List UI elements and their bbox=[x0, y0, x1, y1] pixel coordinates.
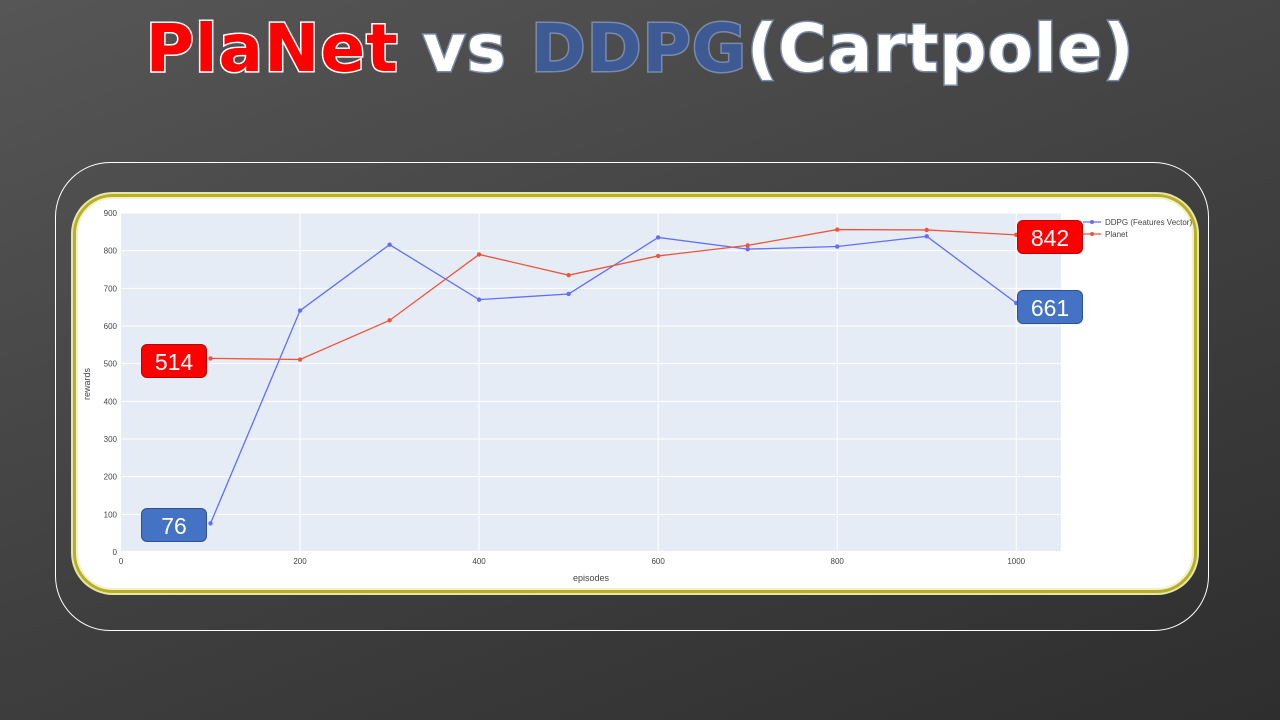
legend-marker-0 bbox=[1090, 220, 1094, 224]
y-tick-labels: 0 100 200 300 400 500 600 700 800 900 bbox=[104, 209, 118, 557]
x-tick-labels: 0 200 400 600 800 1000 bbox=[119, 557, 1026, 566]
slide-title: PlaNet vs DDPG(Cartpole) bbox=[0, 9, 1280, 89]
data-point bbox=[924, 234, 929, 239]
series-line-1 bbox=[210, 228, 1017, 361]
legend: DDPG (Features Vector) Planet bbox=[1083, 218, 1192, 239]
x-tick-label: 200 bbox=[293, 557, 307, 566]
series-layer bbox=[208, 227, 1019, 526]
data-point bbox=[208, 521, 213, 526]
y-tick-label: 600 bbox=[104, 322, 118, 331]
y-tick-label: 900 bbox=[104, 209, 118, 218]
outer-frame bbox=[55, 162, 1209, 631]
legend-label-1: Planet bbox=[1105, 230, 1128, 239]
data-point bbox=[834, 227, 840, 232]
data-point bbox=[566, 291, 571, 297]
x-tick-label: 1000 bbox=[1007, 557, 1025, 566]
callout-ddpg-end: 661 bbox=[1017, 290, 1083, 324]
x-axis-label: episodes bbox=[573, 573, 610, 583]
x-tick-label: 800 bbox=[831, 557, 845, 566]
data-point bbox=[476, 252, 482, 257]
data-point bbox=[745, 246, 750, 252]
y-tick-label: 100 bbox=[104, 510, 118, 519]
x-tick-label: 400 bbox=[472, 557, 486, 566]
title-ddpg: DDPG bbox=[529, 9, 748, 89]
callout-ddpg-start: 76 bbox=[141, 508, 207, 542]
gridlines bbox=[121, 212, 1061, 553]
plot-area bbox=[121, 213, 1061, 552]
callout-planet-start: 514 bbox=[141, 344, 207, 378]
data-point bbox=[297, 308, 303, 313]
data-point bbox=[387, 318, 392, 323]
title-vs: vs bbox=[398, 9, 531, 89]
legend-label-0: DDPG (Features Vector) bbox=[1105, 218, 1192, 227]
title-planet: PlaNet bbox=[144, 9, 399, 89]
title-cartpole: (Cartpole) bbox=[746, 9, 1135, 89]
x-tick-label: 0 bbox=[119, 557, 124, 566]
y-tick-label: 0 bbox=[113, 548, 118, 557]
y-axis-label: rewards bbox=[82, 367, 92, 400]
data-point bbox=[566, 272, 571, 278]
data-point bbox=[834, 244, 840, 249]
data-point bbox=[655, 253, 661, 259]
y-tick-label: 500 bbox=[104, 360, 118, 369]
y-tick-label: 300 bbox=[104, 435, 118, 444]
data-point bbox=[924, 227, 929, 233]
data-point bbox=[655, 235, 661, 240]
data-point bbox=[387, 242, 392, 247]
callout-planet-end: 842 bbox=[1017, 220, 1083, 254]
data-point bbox=[476, 297, 482, 302]
y-tick-label: 700 bbox=[104, 284, 118, 293]
x-tick-label: 600 bbox=[651, 557, 665, 566]
legend-marker-1 bbox=[1090, 232, 1094, 236]
y-tick-label: 200 bbox=[104, 473, 118, 482]
y-tick-label: 800 bbox=[104, 247, 118, 256]
data-point bbox=[208, 356, 213, 361]
data-point bbox=[297, 357, 303, 362]
data-point bbox=[745, 243, 750, 248]
y-tick-label: 400 bbox=[104, 397, 118, 406]
